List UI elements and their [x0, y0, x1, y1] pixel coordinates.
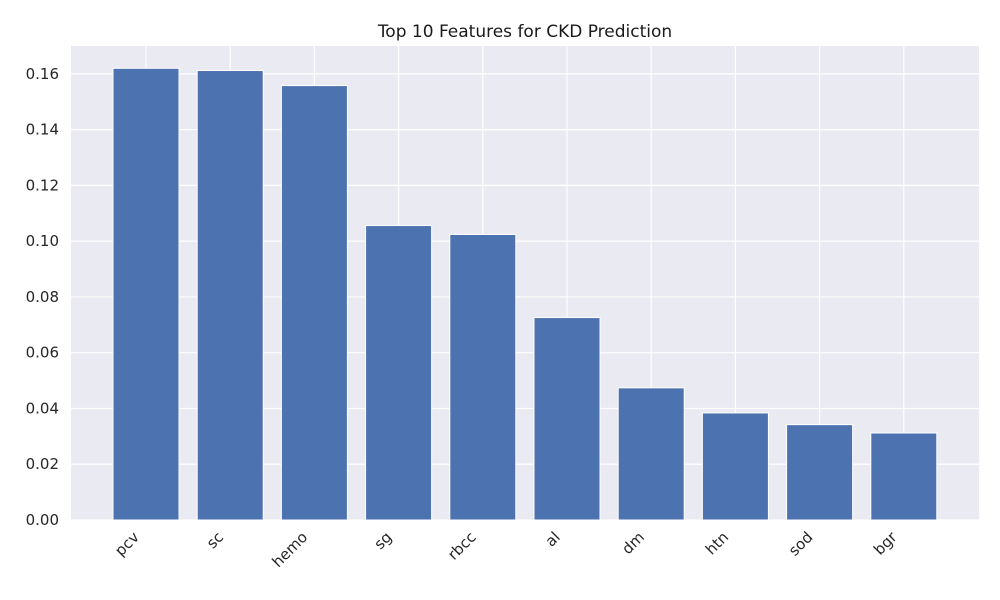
bar-htn	[701, 412, 769, 521]
y-tick-label: 0.16	[26, 65, 59, 83]
bar-rbcc	[449, 233, 517, 521]
bar-al	[533, 317, 601, 521]
x-axis-tick-labels: pcv sc hemo sg rbcc al dm htn sod bgr	[111, 528, 901, 571]
y-tick-label: 0.06	[26, 344, 59, 362]
y-tick-label: 0.10	[26, 232, 59, 250]
bar-hemo	[280, 85, 348, 521]
x-tick-label: al	[542, 528, 564, 550]
y-tick-label: 0.14	[26, 121, 59, 139]
y-tick-label: 0.00	[26, 511, 59, 529]
x-tick-label: rbcc	[444, 528, 479, 563]
bar-sc	[196, 70, 264, 521]
bar-sod	[786, 424, 854, 521]
bar-dm	[617, 387, 685, 521]
x-tick-label: hemo	[268, 528, 311, 571]
x-tick-label: sc	[203, 528, 227, 552]
x-tick-label: pcv	[111, 528, 143, 560]
y-tick-label: 0.08	[26, 288, 59, 306]
y-tick-label: 0.02	[26, 455, 59, 473]
bar-sg	[365, 225, 433, 521]
x-tick-label: htn	[702, 528, 732, 558]
x-tick-label: bgr	[870, 528, 901, 559]
y-axis-tick-labels: 0.00 0.02 0.04 0.06 0.08 0.10 0.12 0.14 0.16	[26, 65, 59, 529]
y-tick-label: 0.12	[26, 176, 59, 194]
x-tick-label: dm	[618, 528, 648, 558]
bar-pcv	[112, 67, 180, 521]
x-tick-label: sod	[785, 528, 816, 559]
chart-title: Top 10 Features for CKD Prediction	[377, 22, 672, 42]
bars	[112, 67, 938, 521]
y-tick-label: 0.04	[26, 399, 59, 417]
x-tick-label: sg	[370, 528, 395, 553]
bar-bgr	[870, 432, 938, 521]
